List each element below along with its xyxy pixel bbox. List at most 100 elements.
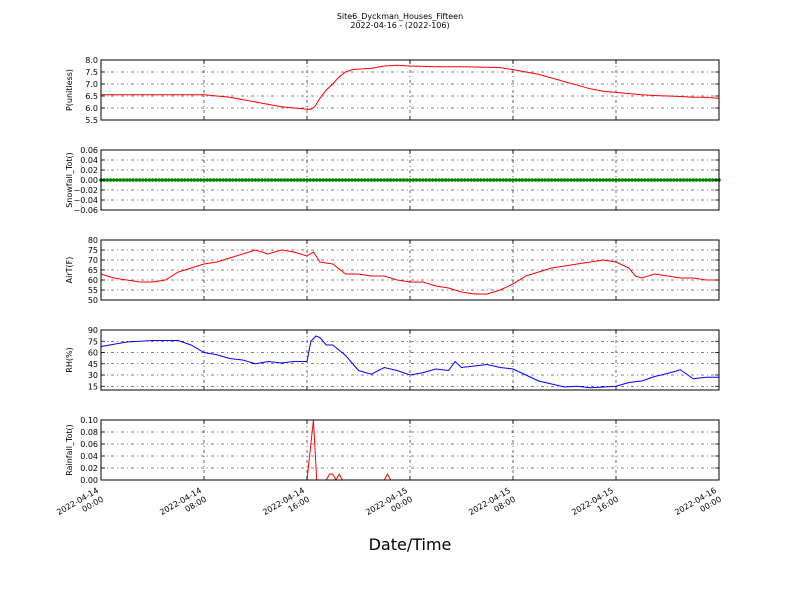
data-point bbox=[395, 178, 399, 182]
data-point bbox=[430, 178, 435, 182]
data-point bbox=[163, 178, 168, 182]
data-point bbox=[575, 178, 580, 182]
data-point bbox=[517, 178, 522, 182]
data-point bbox=[170, 178, 174, 182]
data-point bbox=[292, 178, 296, 182]
y-tick-label: −0.02 bbox=[73, 186, 98, 195]
data-point bbox=[224, 178, 229, 182]
y-tick-label: 5.5 bbox=[85, 116, 98, 125]
data-point bbox=[343, 178, 348, 182]
data-point bbox=[588, 178, 593, 182]
x-axis-label: Date/Time bbox=[369, 535, 452, 554]
data-point bbox=[514, 178, 519, 182]
data-point bbox=[305, 178, 309, 182]
data-point bbox=[697, 178, 702, 182]
data-point bbox=[498, 178, 502, 182]
data-point bbox=[459, 178, 464, 182]
data-point bbox=[157, 178, 161, 182]
data-point bbox=[124, 178, 129, 182]
data-point bbox=[221, 178, 226, 182]
data-point bbox=[479, 178, 483, 182]
data-point bbox=[260, 178, 264, 182]
y-tick-label: 60 bbox=[88, 276, 98, 285]
y-tick-label: 6.0 bbox=[85, 104, 98, 113]
data-point bbox=[256, 178, 261, 182]
y-tick-label: −0.04 bbox=[73, 196, 98, 205]
data-point bbox=[385, 178, 390, 182]
data-point bbox=[417, 178, 422, 182]
data-point bbox=[311, 178, 316, 182]
data-point bbox=[382, 178, 387, 182]
series-rh-line bbox=[100, 335, 719, 389]
panel-rh: 15 30 45 60 75 90 RH(%) bbox=[65, 326, 720, 391]
data-point bbox=[359, 178, 364, 182]
y-tick-label: 0.06 bbox=[80, 440, 98, 449]
y-tick-label: 50 bbox=[88, 296, 98, 305]
data-point bbox=[704, 178, 708, 182]
data-point bbox=[665, 178, 670, 182]
y-axis-label: AirT(F) bbox=[65, 257, 74, 284]
data-point bbox=[134, 178, 139, 182]
data-point bbox=[610, 178, 615, 182]
data-point bbox=[121, 178, 126, 182]
data-point bbox=[372, 178, 377, 182]
data-point bbox=[507, 178, 512, 182]
data-point bbox=[186, 178, 190, 182]
data-point bbox=[298, 178, 303, 182]
y-tick-label: 45 bbox=[88, 360, 98, 369]
data-point bbox=[501, 178, 506, 182]
data-point bbox=[562, 178, 567, 182]
data-point bbox=[688, 178, 692, 182]
data-point bbox=[282, 178, 287, 182]
data-point bbox=[694, 178, 699, 182]
data-point bbox=[691, 178, 696, 182]
data-point bbox=[198, 178, 203, 182]
data-point bbox=[153, 178, 158, 182]
y-tick-label: −0.06 bbox=[73, 206, 98, 215]
data-point bbox=[482, 178, 486, 182]
data-point bbox=[472, 178, 477, 182]
data-point bbox=[350, 178, 354, 182]
data-point bbox=[353, 178, 358, 182]
data-point bbox=[556, 178, 560, 182]
data-point bbox=[659, 178, 663, 182]
data-point bbox=[433, 178, 438, 182]
y-tick-label: 70 bbox=[88, 256, 98, 265]
series-rain-line bbox=[101, 419, 719, 482]
y-axis-label: RH(%) bbox=[65, 347, 74, 372]
data-point bbox=[108, 178, 113, 182]
data-point bbox=[269, 178, 274, 182]
data-point bbox=[604, 178, 609, 182]
data-point bbox=[321, 178, 325, 182]
data-point bbox=[485, 178, 490, 182]
data-point bbox=[559, 178, 564, 182]
data-point bbox=[137, 178, 142, 182]
data-point bbox=[533, 178, 538, 182]
data-point bbox=[617, 178, 622, 182]
data-point bbox=[678, 178, 683, 182]
y-axis-label: P(unitless) bbox=[65, 69, 74, 111]
data-point bbox=[179, 178, 184, 182]
data-point bbox=[520, 178, 525, 182]
data-point bbox=[182, 178, 187, 182]
data-point bbox=[685, 178, 689, 182]
data-point bbox=[276, 178, 280, 182]
data-point bbox=[540, 178, 544, 182]
data-point bbox=[646, 178, 650, 182]
data-point bbox=[141, 178, 145, 182]
data-point bbox=[607, 178, 612, 182]
chart-title: Site6_Dyckman_Houses_Fifteen bbox=[337, 12, 463, 21]
data-point bbox=[237, 178, 242, 182]
data-point bbox=[334, 178, 338, 182]
data-point bbox=[668, 178, 673, 182]
data-point bbox=[176, 178, 181, 182]
data-point bbox=[633, 178, 638, 182]
data-point bbox=[453, 178, 457, 182]
data-point bbox=[627, 178, 631, 182]
data-point bbox=[131, 178, 135, 182]
data-point bbox=[414, 178, 419, 182]
